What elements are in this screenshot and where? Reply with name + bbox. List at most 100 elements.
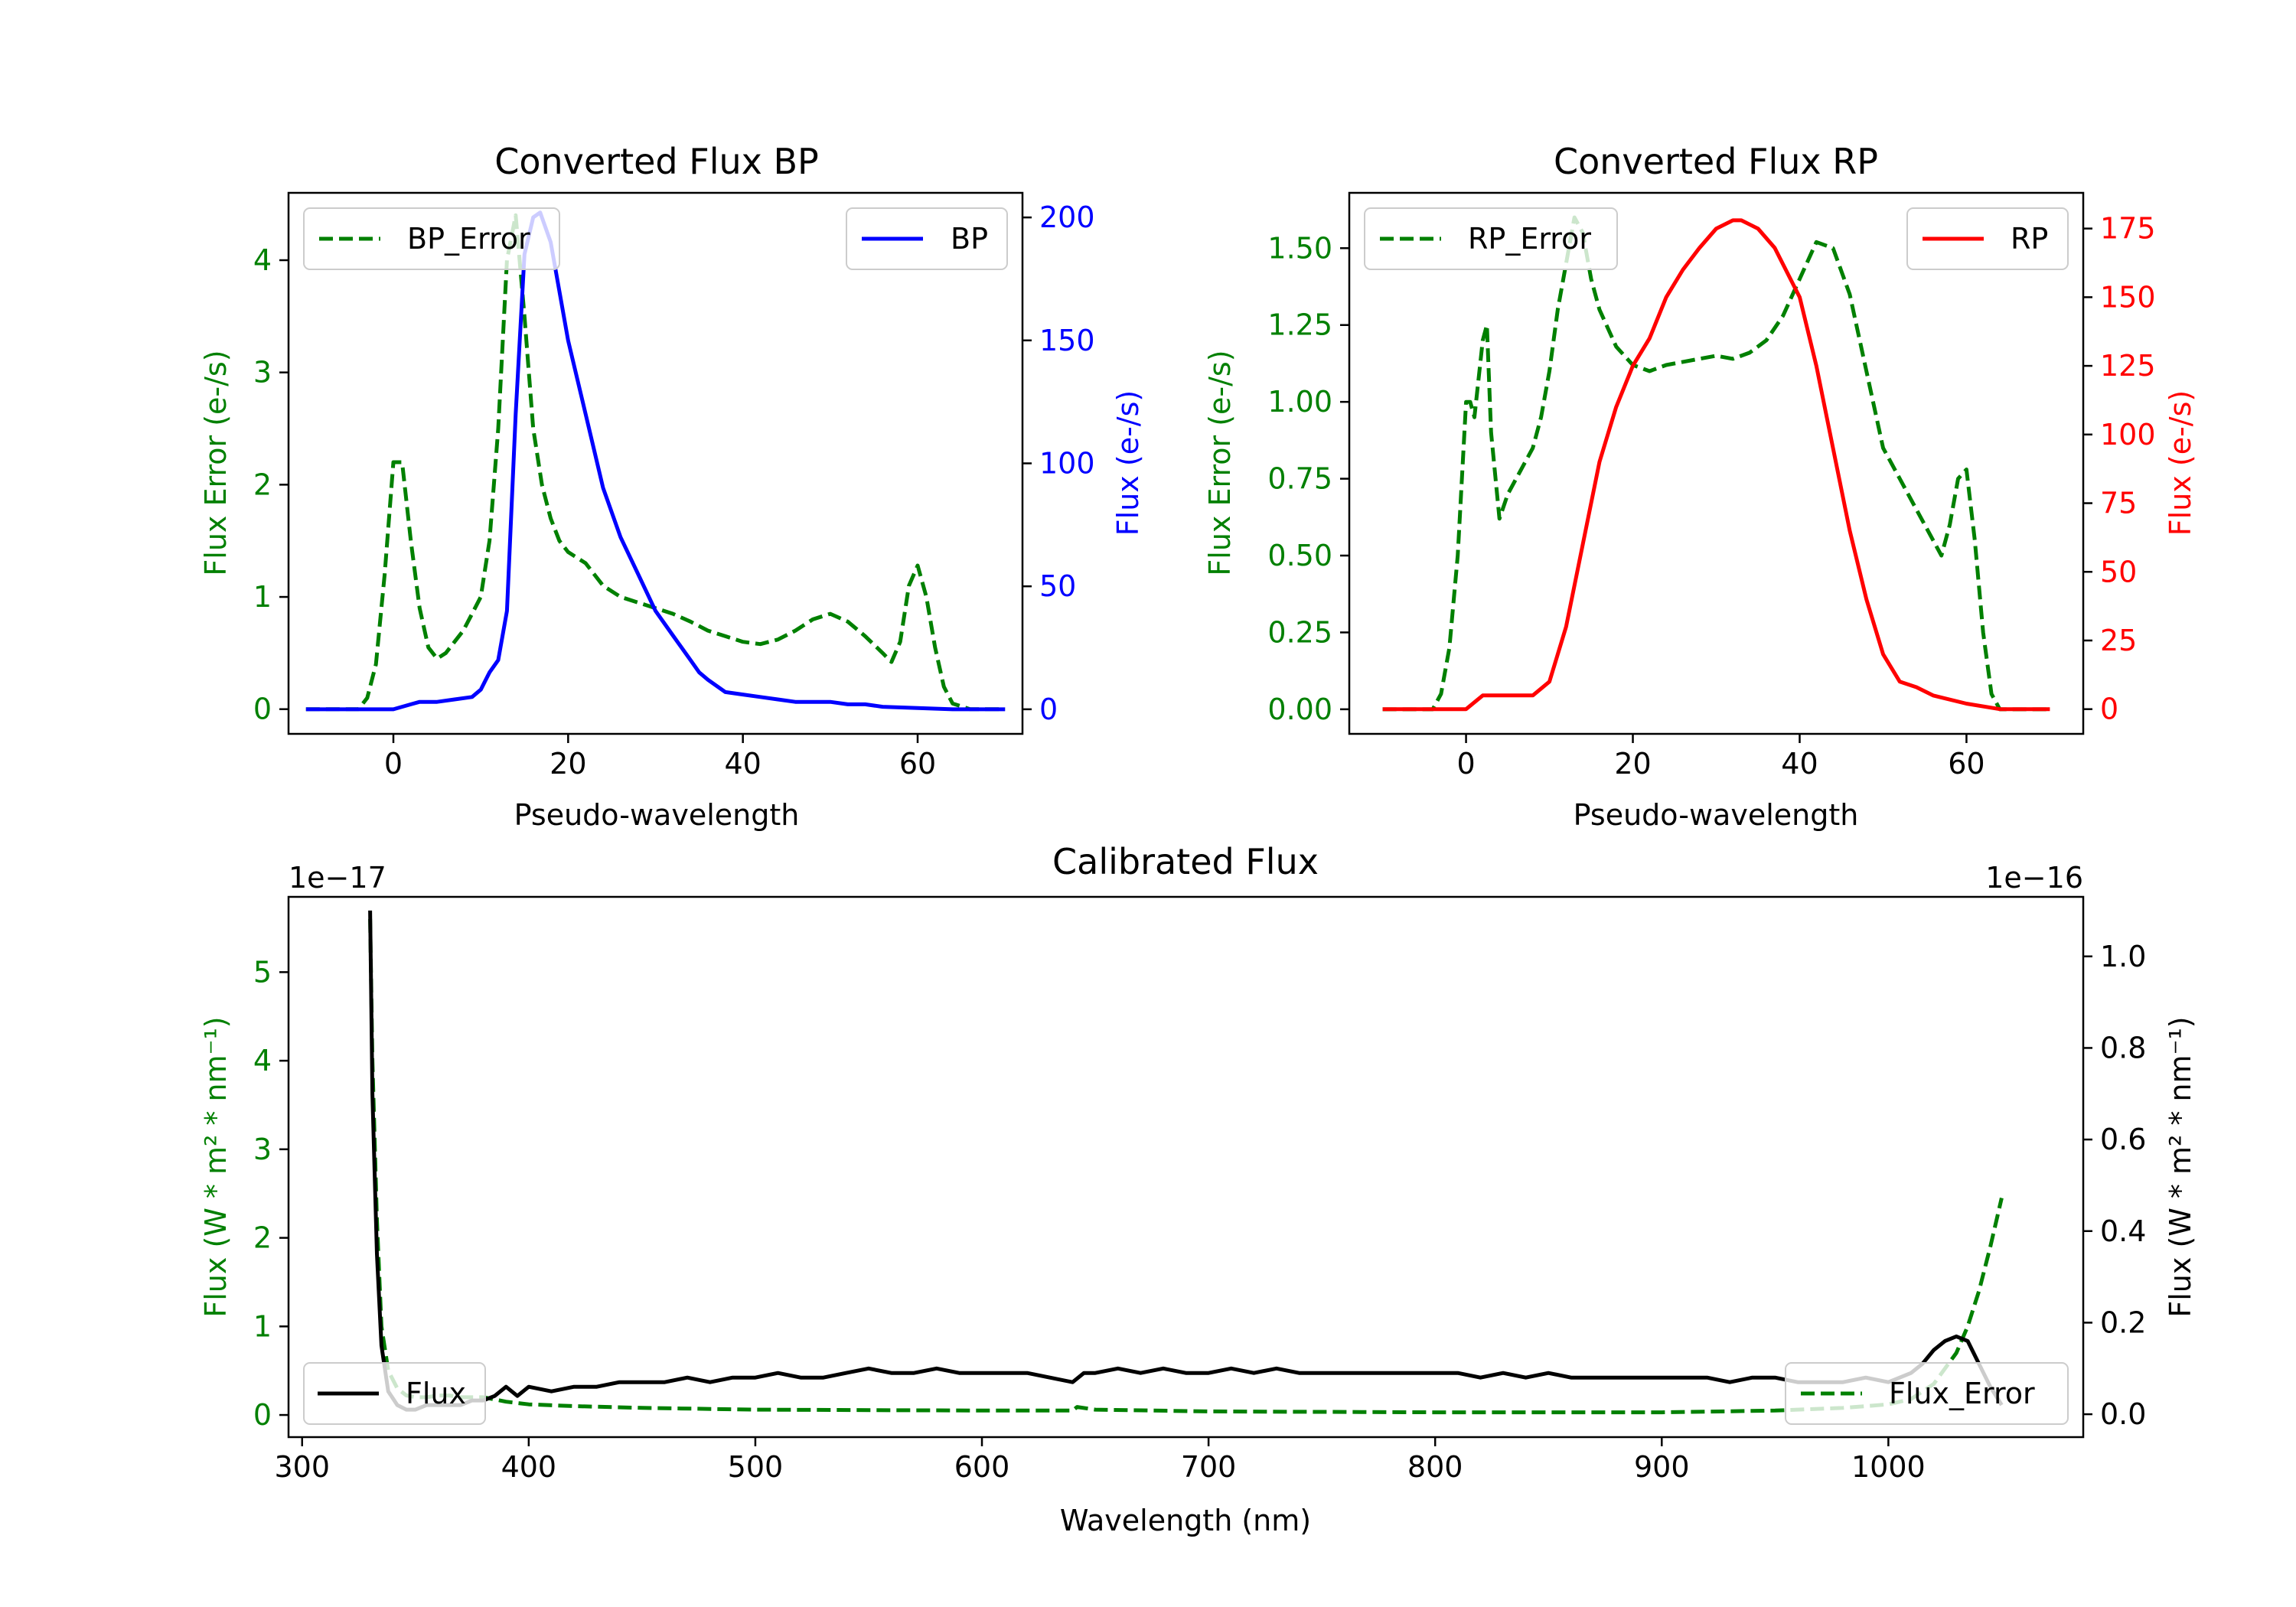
legend-label: Flux_Error — [1889, 1377, 2035, 1410]
right-y-tick-label: 200 — [1039, 200, 1095, 234]
right-y-tick-label: 0.8 — [2100, 1031, 2146, 1064]
x-axis-label: Pseudo-wavelength — [514, 798, 800, 832]
chart-converted-flux-bp: Converted Flux BP 0 20 40 60 0 1 2 3 4 0 50 100 15… — [199, 141, 1145, 832]
right-axis-offset: 1e−16 — [1985, 861, 2083, 895]
plot-area — [1382, 215, 2050, 712]
legend-box — [1906, 207, 2069, 270]
x-tick-label: 400 — [501, 1450, 557, 1484]
x-axis: 0 20 40 60 — [384, 734, 936, 781]
legend-right: RP — [1906, 207, 2069, 270]
right-y-tick-label: 150 — [2100, 280, 2156, 314]
left-y-tick-label: 3 — [253, 356, 272, 390]
axes-frame — [1348, 191, 2085, 735]
axes-frame — [287, 895, 2085, 1439]
x-tick-label: 40 — [724, 747, 761, 781]
left-y-tick-label: 4 — [253, 243, 272, 277]
series-line-rp-error — [1382, 215, 2050, 712]
left-y-tick-label: 1 — [253, 580, 272, 614]
right-y-axis: 0 50 100 150 200 — [1022, 200, 1095, 726]
right-y-tick-label: 100 — [2100, 418, 2156, 451]
legend-label: RP_Error — [1468, 222, 1591, 256]
chart-calibrated-flux: Calibrated Flux 1e−17 1e−16 300 400 500 600… — [199, 841, 2197, 1537]
x-tick-label: 800 — [1407, 1450, 1463, 1484]
x-tick-label: 1000 — [1851, 1450, 1926, 1484]
right-y-tick-label: 0 — [2100, 693, 2118, 726]
legend-box — [846, 207, 1008, 270]
x-tick-label: 0 — [384, 747, 403, 781]
chart-title: Calibrated Flux — [1052, 841, 1319, 882]
x-tick-label: 900 — [1634, 1450, 1690, 1484]
left-y-axis: 0 1 2 3 4 — [253, 243, 289, 726]
right-y-tick-label: 75 — [2100, 487, 2137, 520]
right-y-tick-label: 175 — [2100, 212, 2156, 246]
legend-box — [303, 207, 560, 270]
series-line-flux — [368, 910, 2004, 1412]
left-axis-offset: 1e−17 — [289, 861, 386, 895]
legend-left: Flux — [303, 1362, 486, 1425]
x-tick-label: 20 — [1614, 747, 1651, 781]
right-y-tick-label: 0 — [1039, 693, 1058, 726]
left-y-tick-label: 4 — [253, 1044, 272, 1077]
plot-area — [305, 210, 1006, 712]
x-tick-label: 300 — [274, 1450, 330, 1484]
left-y-tick-label: 1.00 — [1267, 385, 1332, 419]
right-y-tick-label: 0.6 — [2100, 1123, 2146, 1156]
left-y-tick-label: 1 — [253, 1309, 272, 1343]
right-y-tick-label: 0.4 — [2100, 1214, 2146, 1248]
x-axis: 0 20 40 60 — [1456, 734, 1985, 781]
x-axis-label: Pseudo-wavelength — [1574, 798, 1859, 832]
legend-label: Flux — [406, 1377, 466, 1410]
right-y-tick-label: 25 — [2100, 624, 2137, 657]
x-axis: 300 400 500 600 700 800 900 1000 — [274, 1437, 1926, 1484]
legend-right: Flux_Error — [1785, 1362, 2069, 1425]
series-line-bp — [305, 210, 1006, 712]
legend-label: RP — [2011, 222, 2048, 256]
legend-box — [303, 1362, 486, 1425]
legend-right: BP — [846, 207, 1008, 270]
left-y-tick-label: 0 — [253, 1398, 272, 1432]
chart-converted-flux-rp: Converted Flux RP 0 20 40 60 0.000.250.500.… — [1203, 141, 2197, 832]
legend-box — [1785, 1362, 2069, 1425]
right-y-axis-label: Flux (W * m² * nm⁻¹) — [2164, 1016, 2197, 1317]
legend-left: RP_Error — [1364, 207, 1618, 270]
left-y-tick-label: 2 — [253, 468, 272, 501]
right-y-tick-label: 0.2 — [2100, 1305, 2146, 1339]
right-y-tick-label: 150 — [1039, 324, 1095, 357]
legend-label: BP — [951, 222, 988, 256]
legend-left: BP_Error — [303, 207, 560, 270]
x-axis-label: Wavelength (nm) — [1060, 1504, 1311, 1537]
right-y-tick-label: 1.0 — [2100, 940, 2146, 973]
right-y-tick-label: 0.0 — [2100, 1397, 2146, 1431]
left-y-axis: 0.00 0.25 0.50 0.75 1.00 1.25 1.50 — [1267, 231, 1349, 726]
left-y-tick-label: 0 — [253, 693, 272, 726]
legend-box — [1364, 207, 1618, 270]
right-y-tick-label: 50 — [2100, 555, 2137, 588]
x-tick-label: 20 — [550, 747, 586, 781]
left-y-tick-label: 1.50 — [1267, 231, 1332, 265]
right-y-axis: 0.0 0.2 0.4 0.6 0.8 1.0 — [2083, 940, 2146, 1431]
x-tick-label: 600 — [954, 1450, 1010, 1484]
x-tick-label: 500 — [728, 1450, 784, 1484]
left-y-tick-label: 0.50 — [1267, 539, 1332, 572]
series-line-bp-error — [305, 213, 1006, 712]
left-y-tick-label: 0.25 — [1267, 615, 1332, 649]
left-y-tick-label: 1.25 — [1267, 308, 1332, 342]
left-y-tick-label: 0.00 — [1267, 693, 1332, 726]
right-y-axis: 0 25 50 75 100 125 150 175 — [2083, 212, 2156, 726]
series-line-rp — [1382, 218, 2050, 712]
chart-title: Converted Flux RP — [1554, 141, 1878, 182]
right-y-tick-label: 125 — [2100, 349, 2156, 383]
x-tick-label: 60 — [1948, 747, 1985, 781]
legend-label: BP_Error — [407, 222, 530, 256]
left-y-tick-label: 0.75 — [1267, 462, 1332, 496]
left-y-axis-label: Flux Error (e-/s) — [199, 350, 233, 575]
left-y-axis: 0 1 2 3 4 5 — [253, 955, 289, 1432]
x-tick-label: 0 — [1456, 747, 1475, 781]
right-y-axis-label: Flux (e-/s) — [1111, 390, 1145, 536]
left-y-tick-label: 2 — [253, 1221, 272, 1255]
x-tick-label: 60 — [899, 747, 936, 781]
left-y-axis-label: Flux Error (e-/s) — [1203, 350, 1237, 575]
right-y-tick-label: 50 — [1039, 569, 1076, 603]
left-y-axis-label: Flux (W * m² * nm⁻¹) — [199, 1016, 233, 1317]
